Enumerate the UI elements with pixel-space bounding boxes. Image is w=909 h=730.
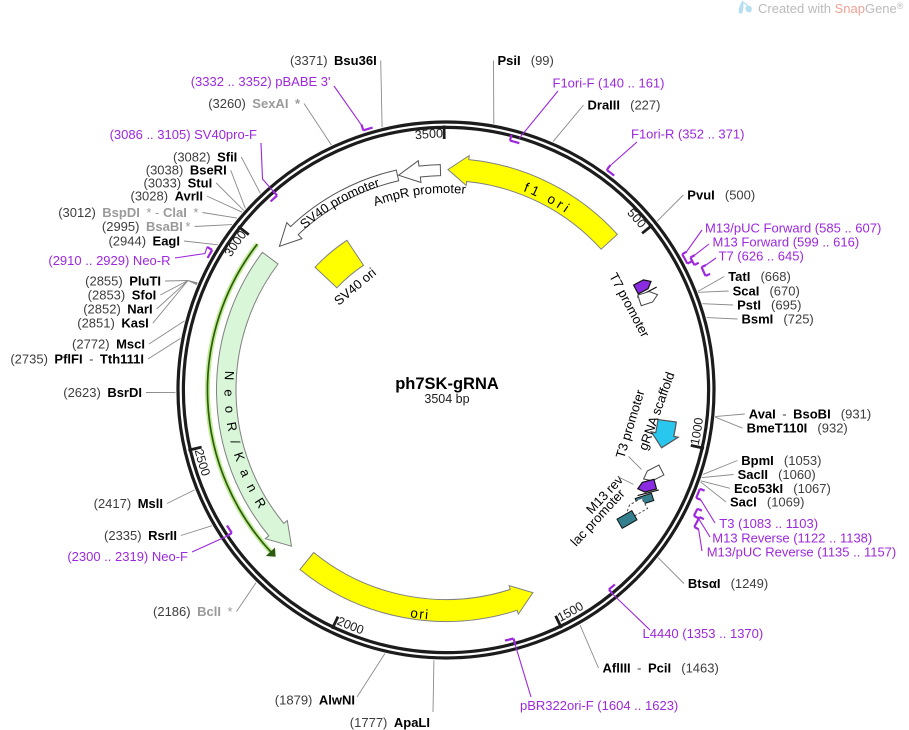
svg-text:(2852) NarI: (2852) NarI [83, 302, 152, 317]
svg-text:SacII (1060): SacII (1060) [738, 467, 816, 482]
svg-text:(3033) StuI: (3033) StuI [144, 176, 213, 191]
svg-text:L4440 (1353 .. 1370): L4440 (1353 .. 1370) [643, 626, 764, 641]
svg-text:(3086 .. 3105) SV40pro-F: (3086 .. 3105) SV40pro-F [110, 127, 257, 142]
svg-text:TatI (668): TatI (668) [728, 269, 791, 284]
svg-text:(2335) RsrII: (2335) RsrII [104, 528, 177, 543]
svg-text:(2623) BsrDI: (2623) BsrDI [63, 385, 142, 400]
svg-text:(3082) SfiI: (3082) SfiI [173, 150, 237, 165]
svg-text:AflIII - PciI (1463): AflIII - PciI (1463) [603, 661, 719, 676]
svg-text:(2851) KasI: (2851) KasI [77, 316, 149, 331]
svg-text:AmpR promoter: AmpR promoter [371, 181, 467, 209]
svg-text:PsiI (99): PsiI (99) [498, 53, 554, 68]
svg-text:ScaI (670): ScaI (670) [733, 284, 800, 299]
svg-text:2500: 2500 [192, 448, 213, 478]
svg-text:(2186) BclI *: (2186) BclI * [153, 604, 232, 619]
svg-text:Created with SnapGene®: Created with SnapGene® [758, 1, 904, 16]
svg-text:DraIII (227): DraIII (227) [588, 98, 661, 113]
svg-text:F1ori-F (140 .. 161): F1ori-F (140 .. 161) [553, 76, 665, 91]
svg-text:(2772) MscI: (2772) MscI [72, 337, 145, 352]
svg-text:(2944) EagI: (2944) EagI [108, 234, 180, 249]
svg-text:BsmI (725): BsmI (725) [742, 312, 814, 327]
svg-text:Eco53kI (1067): Eco53kI (1067) [734, 481, 831, 496]
svg-text:F1ori-R (352 .. 371): F1ori-R (352 .. 371) [631, 127, 744, 142]
svg-text:ph7SK-gRNA: ph7SK-gRNA [395, 375, 499, 393]
svg-text:PvuI (500): PvuI (500) [687, 188, 755, 203]
svg-text:M13 Reverse (1122 .. 1138): M13 Reverse (1122 .. 1138) [712, 531, 872, 546]
svg-text:T3 (1083 .. 1103): T3 (1083 .. 1103) [719, 516, 818, 531]
svg-text:AvaI - BsoBI (931): AvaI - BsoBI (931) [749, 407, 871, 422]
svg-text:pBR322ori-F (1604 .. 1623): pBR322ori-F (1604 .. 1623) [520, 698, 678, 713]
svg-text:(2417) MslI: (2417) MslI [94, 496, 163, 511]
svg-text:M13/pUC Forward (585 .. 607): M13/pUC Forward (585 .. 607) [705, 221, 881, 236]
svg-text:M13 Forward (599 .. 616): M13 Forward (599 .. 616) [713, 235, 860, 250]
svg-text:(2855) PluTI: (2855) PluTI [85, 274, 161, 289]
svg-text:(3012) BspDI * - ClaI *: (3012) BspDI * - ClaI * [58, 205, 198, 220]
svg-text:(2853) SfoI: (2853) SfoI [88, 288, 157, 303]
svg-text:(3332 .. 3352) pBABE 3': (3332 .. 3352) pBABE 3' [191, 74, 331, 89]
svg-text:3504 bp: 3504 bp [424, 392, 469, 406]
svg-text:(3260) SexAI *: (3260) SexAI * [208, 96, 301, 111]
svg-text:SacI (1069): SacI (1069) [730, 495, 804, 510]
svg-text:(1879) AlwNI: (1879) AlwNI [275, 693, 355, 708]
svg-text:PstI (695): PstI (695) [737, 298, 801, 313]
svg-text:BtsαI (1249): BtsαI (1249) [688, 576, 768, 591]
svg-text:ori: ori [409, 605, 430, 622]
svg-text:(2735) PflFI - Tth111I: (2735) PflFI - Tth111I [10, 352, 144, 367]
svg-text:1000: 1000 [688, 417, 706, 446]
svg-text:(3038) BseRI: (3038) BseRI [146, 163, 227, 178]
svg-text:(3371) Bsu36I: (3371) Bsu36I [290, 53, 377, 68]
svg-text:(2300 .. 2319) Neo-F: (2300 .. 2319) Neo-F [67, 549, 188, 564]
svg-text:BmeT110I (932): BmeT110I (932) [747, 421, 848, 436]
svg-text:(2995) BsaBI *: (2995) BsaBI * [102, 219, 191, 234]
svg-text:BpmI (1053): BpmI (1053) [741, 453, 821, 468]
svg-text:(2910 .. 2929) Neo-R: (2910 .. 2929) Neo-R [48, 253, 170, 268]
svg-text:T7 (626 .. 645): T7 (626 .. 645) [719, 249, 804, 264]
svg-text:M13/pUC Reverse (1135 .. 1157: M13/pUC Reverse (1135 .. 1157) [707, 545, 897, 560]
svg-text:SV40 promoter: SV40 promoter [297, 175, 382, 232]
svg-text:(3028) AvrII: (3028) AvrII [131, 189, 204, 204]
svg-text:(1777) ApaLI: (1777) ApaLI [350, 715, 430, 730]
